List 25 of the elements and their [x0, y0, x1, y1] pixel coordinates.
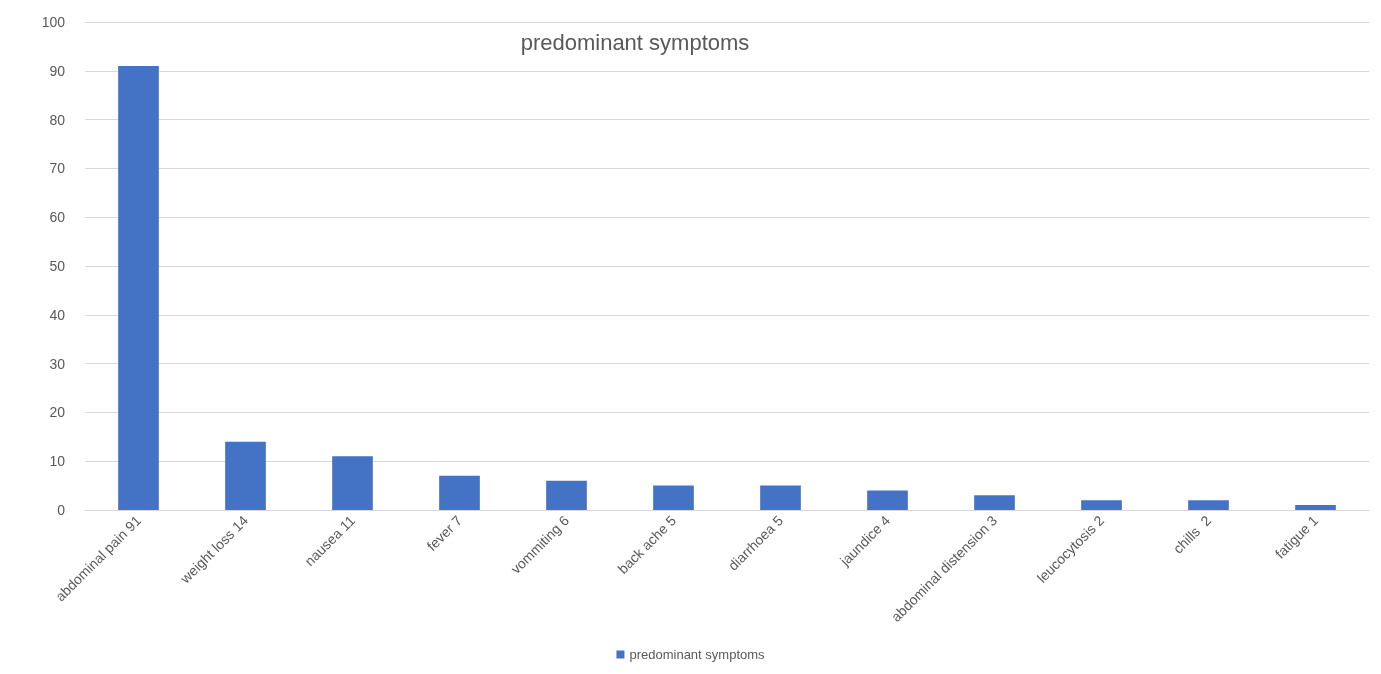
y-tick-label: 10	[49, 453, 66, 470]
y-tick-label: 90	[49, 62, 66, 79]
y-tick-label: 0	[57, 502, 66, 518]
y-tick-label: 60	[49, 209, 66, 226]
bar	[653, 485, 694, 510]
bar	[1081, 500, 1122, 510]
bar	[546, 480, 587, 510]
bar	[439, 475, 480, 510]
bar	[118, 65, 159, 510]
y-tick-label: 40	[49, 306, 66, 323]
y-tick-label: 30	[49, 355, 66, 372]
bar	[974, 495, 1015, 510]
bar	[1295, 505, 1336, 510]
bar	[760, 485, 801, 510]
y-tick-label: 100	[41, 14, 66, 30]
y-tick-label: 20	[49, 404, 66, 421]
bar	[1188, 500, 1229, 510]
chart-title: predominant symptoms	[520, 29, 750, 55]
bar	[332, 456, 373, 510]
y-tick-label: 80	[49, 111, 66, 128]
y-tick-label: 70	[49, 160, 66, 177]
legend-label: predominant symptoms	[629, 647, 766, 662]
y-tick-label: 50	[49, 258, 66, 274]
bar	[867, 490, 908, 510]
bar	[225, 441, 266, 510]
